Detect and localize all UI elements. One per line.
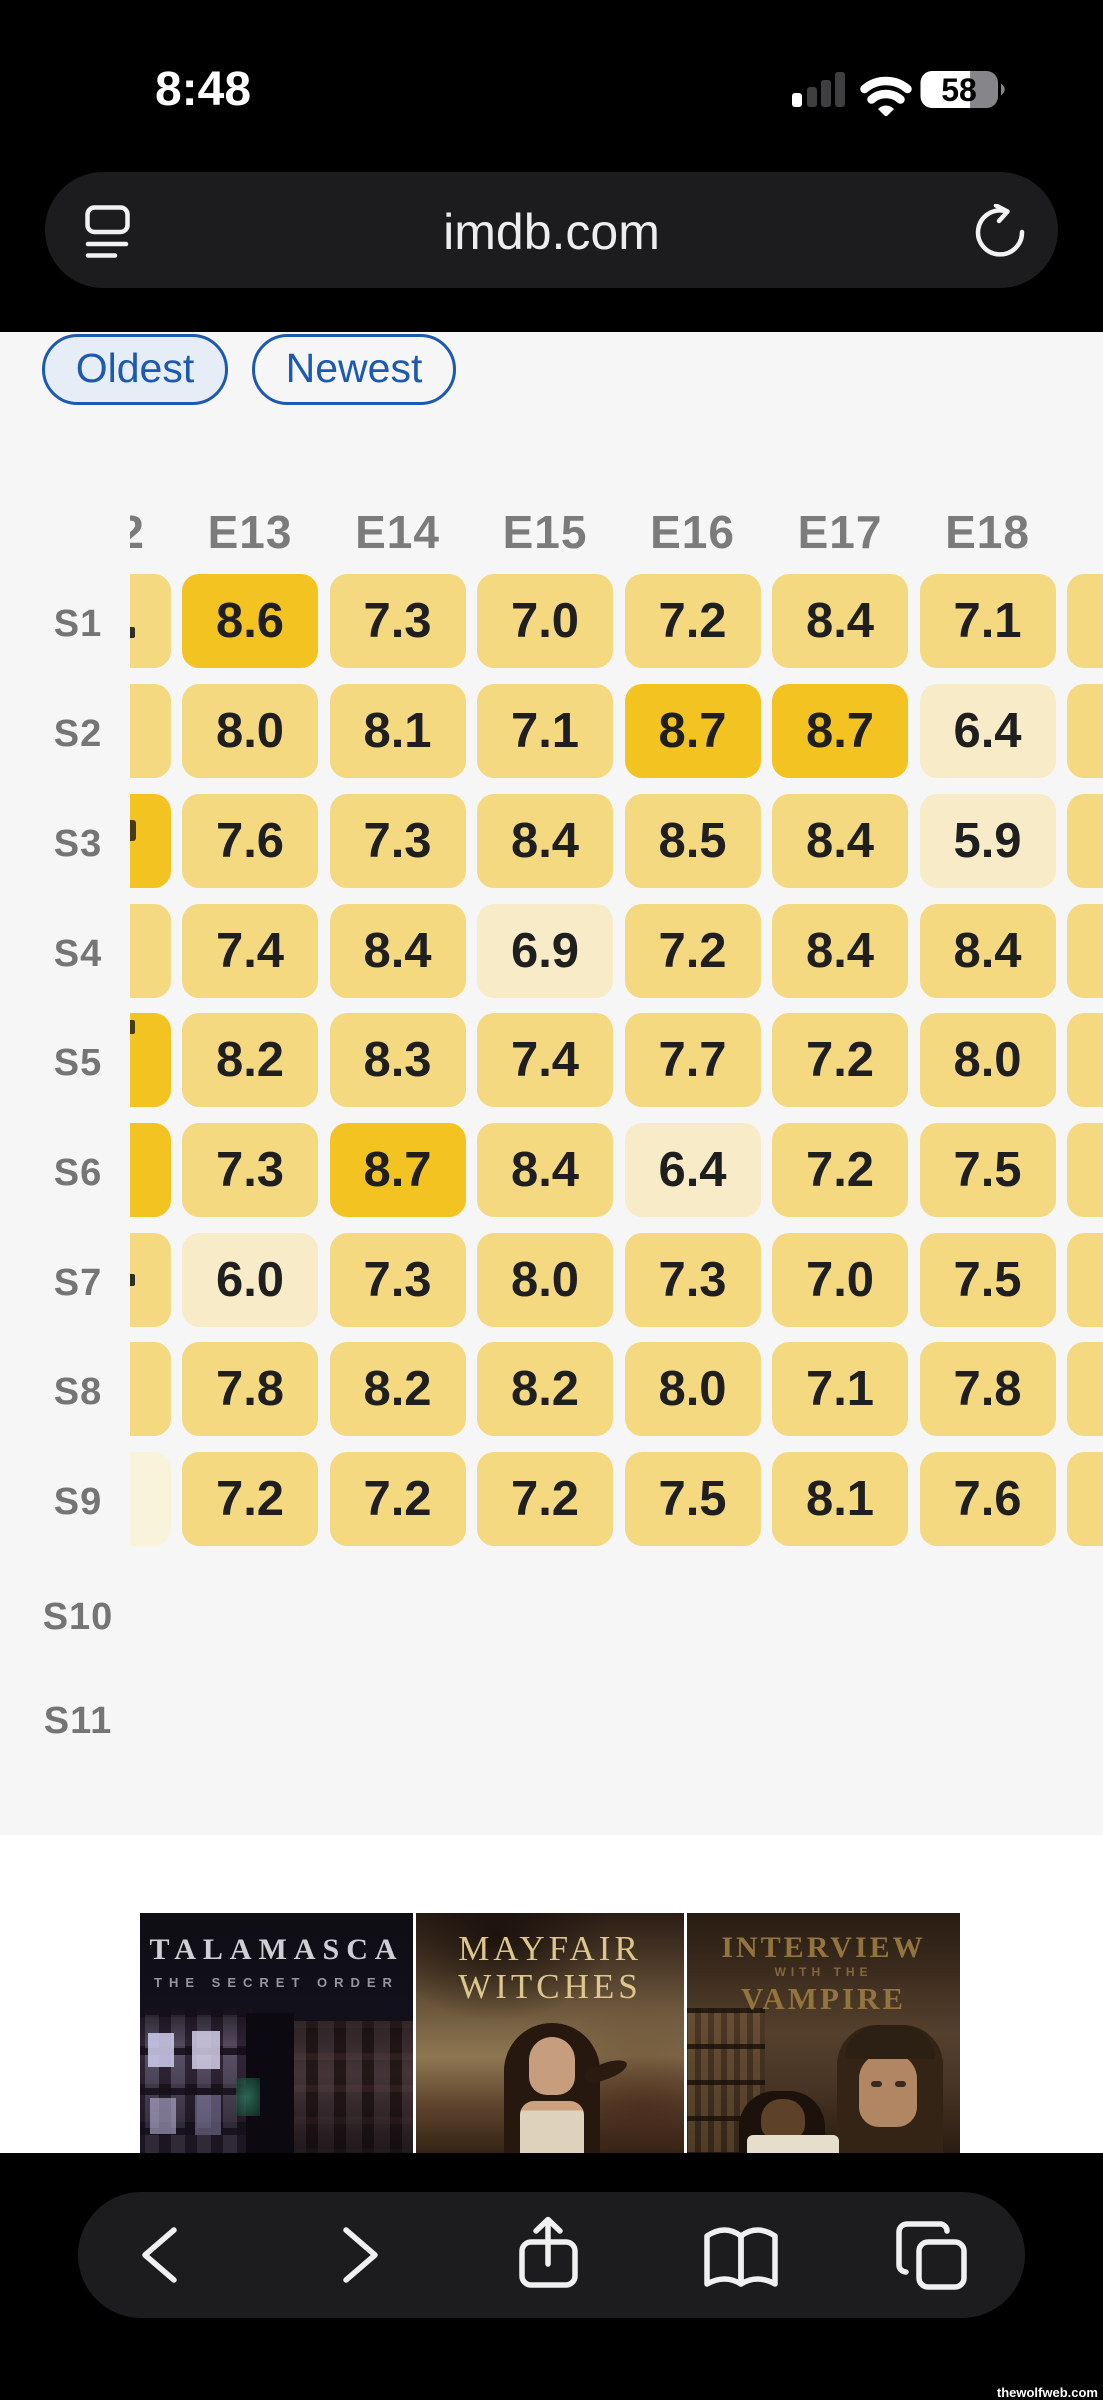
svg-text:58: 58	[941, 72, 977, 108]
